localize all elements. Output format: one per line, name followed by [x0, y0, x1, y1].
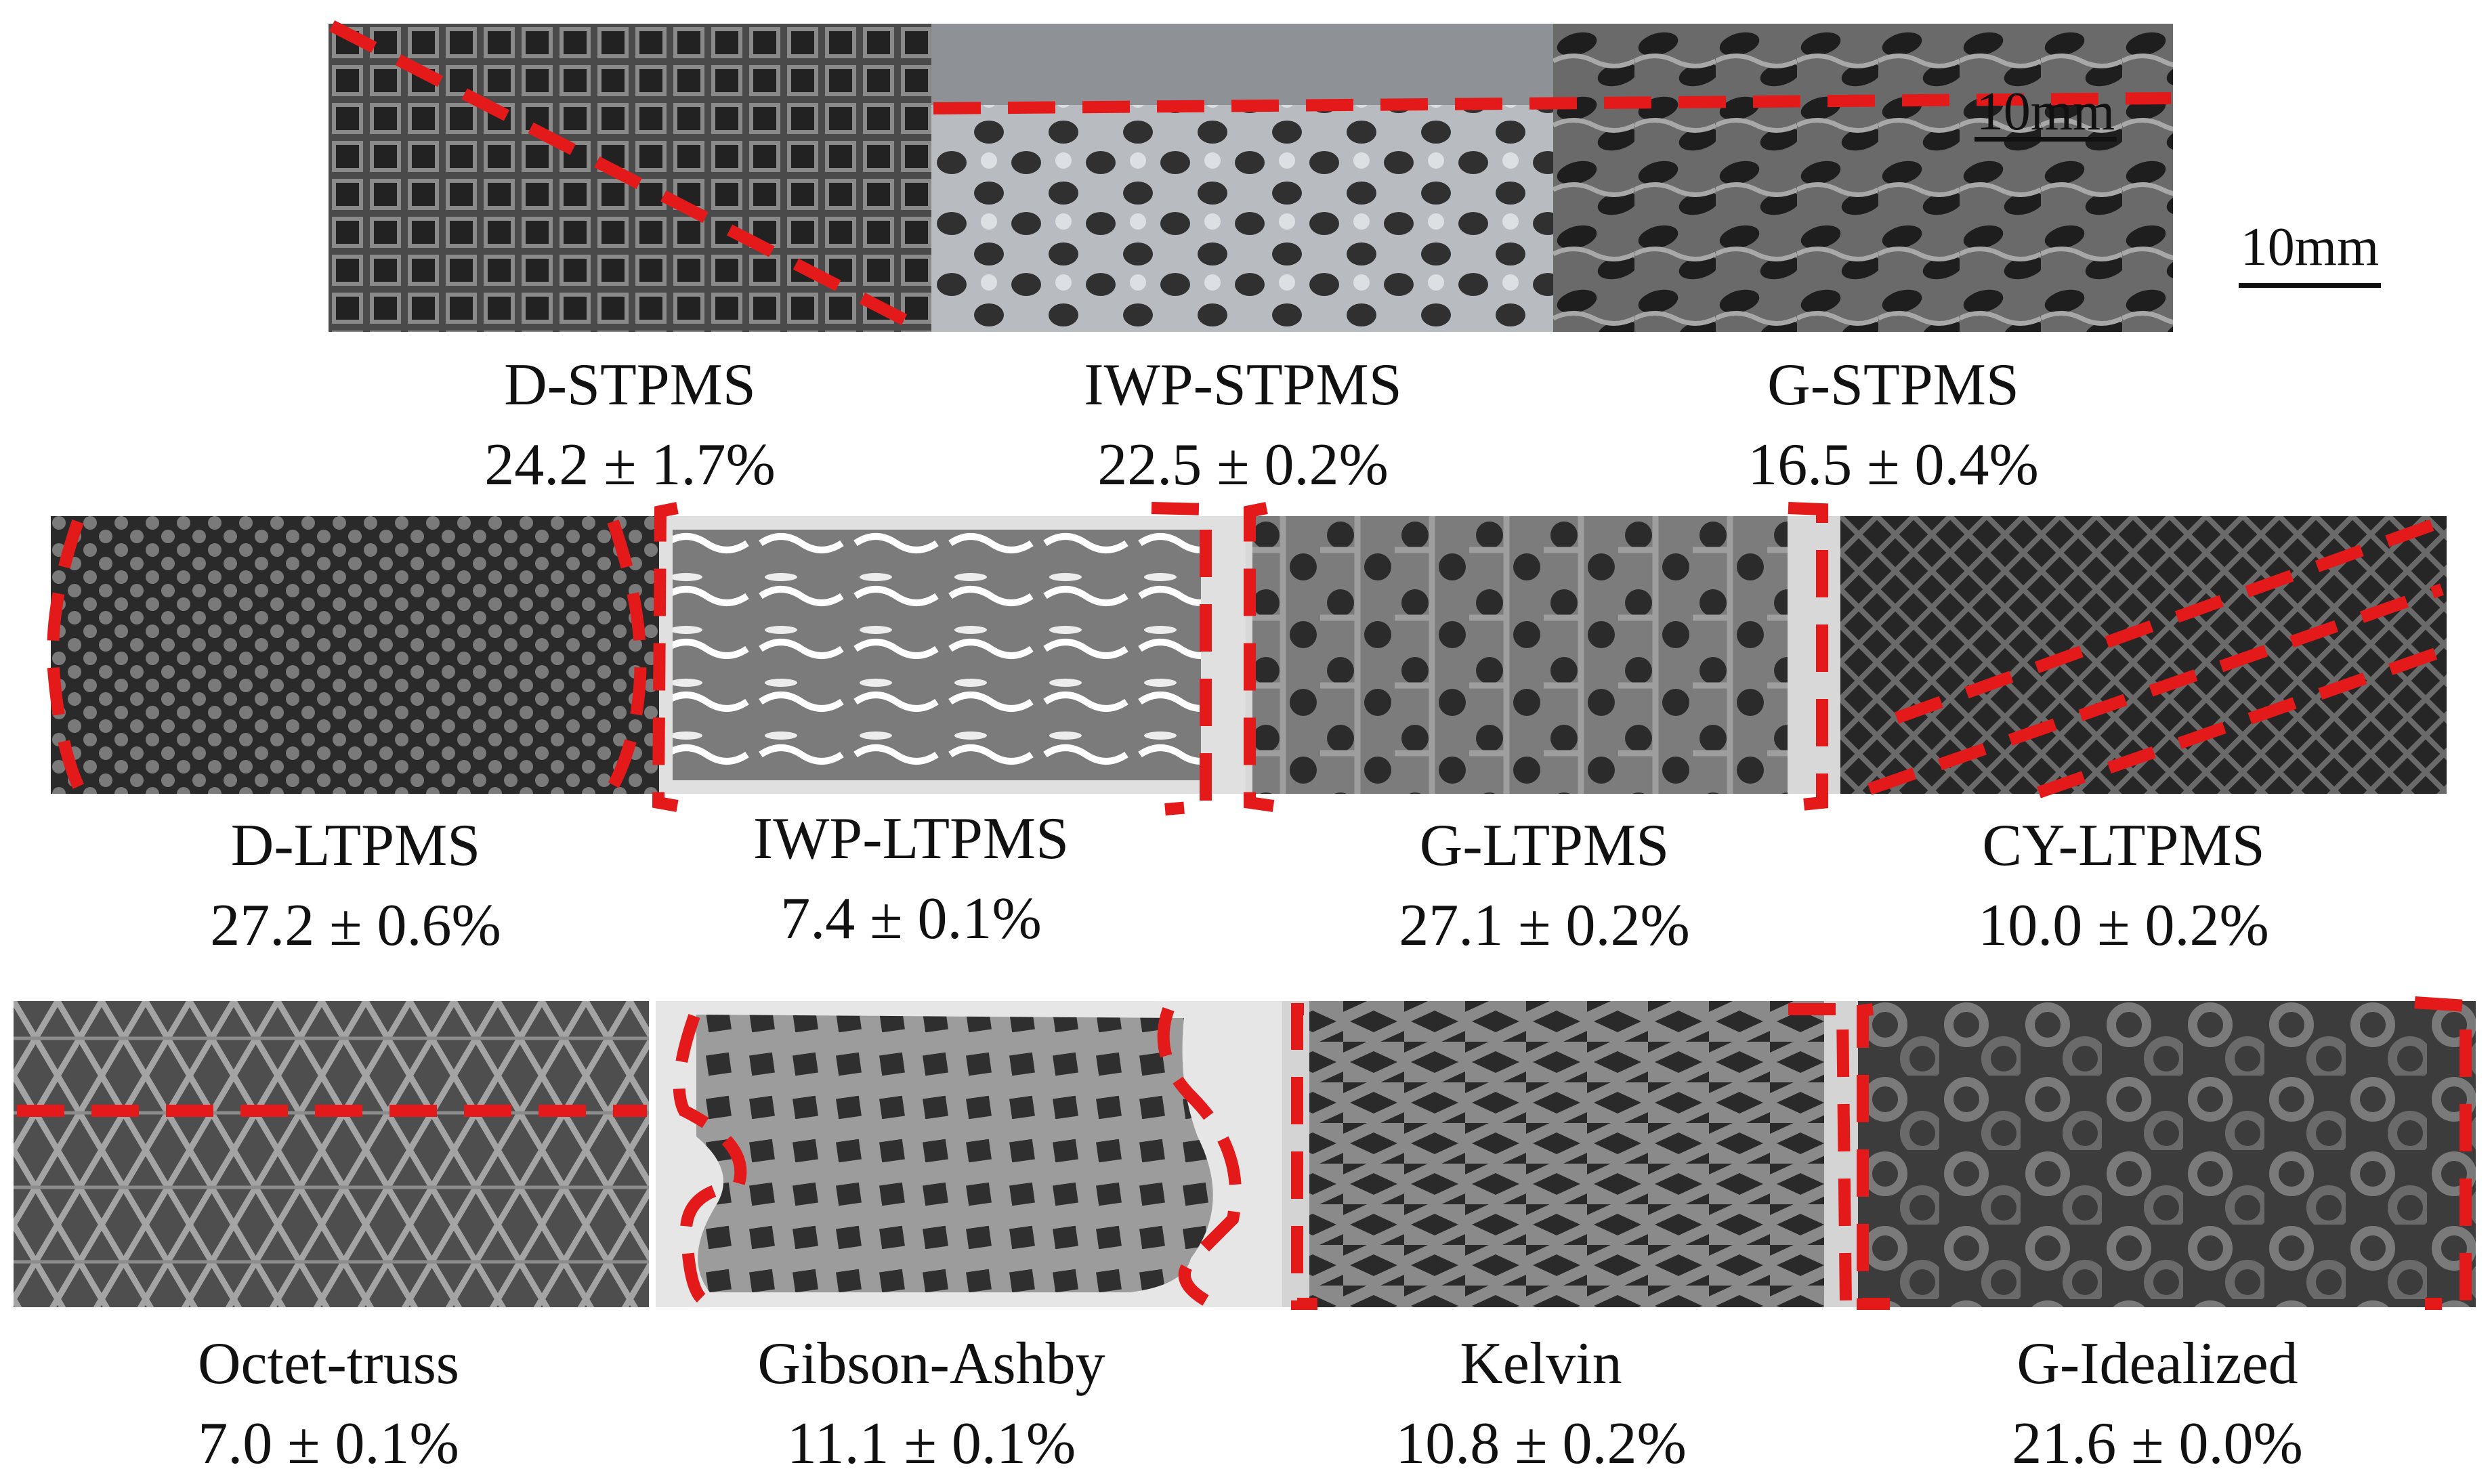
- caption-kelvin: Kelvin 10.8 ± 0.2%: [1253, 1324, 1829, 1484]
- caption-cy-ltpms: CY-LTPMS 10.0 ± 0.2%: [1836, 806, 2411, 966]
- specimen-photo-octet-truss: [14, 1001, 649, 1307]
- sample-name: Kelvin: [1460, 1331, 1622, 1397]
- caption-octet-truss: Octet-truss 7.0 ± 0.1%: [41, 1324, 616, 1484]
- specimen-photo-d-stpms: [329, 24, 931, 332]
- specimen-photo-kelvin: [1282, 1001, 1858, 1307]
- scale-bar-inset-line: [1974, 137, 2117, 142]
- sample-name: D-STPMS: [504, 352, 756, 418]
- sample-name: CY-LTPMS: [1982, 813, 2265, 878]
- scale-bar-main-label: 10mm: [2240, 217, 2380, 277]
- scale-bar-inset: 10mm: [1958, 81, 2134, 142]
- sample-name: IWP-LTPMS: [753, 806, 1070, 872]
- sample-name: IWP-STPMS: [1084, 352, 1402, 418]
- sample-value: 10.8 ± 0.2%: [1395, 1411, 1687, 1477]
- sample-name: Octet-truss: [197, 1331, 460, 1397]
- sample-value: 11.1 ± 0.1%: [786, 1411, 1076, 1477]
- sample-value: 7.4 ± 0.1%: [780, 886, 1042, 952]
- sample-value: 27.2 ± 0.6%: [210, 893, 501, 958]
- sample-value: 24.2 ± 1.7%: [484, 432, 776, 498]
- sample-value: 22.5 ± 0.2%: [1097, 432, 1389, 498]
- caption-gibson-ashby: Gibson-Ashby 11.1 ± 0.1%: [643, 1324, 1219, 1484]
- sample-name: G-Idealized: [2016, 1331, 2298, 1397]
- scale-bar-main-line: [2239, 283, 2381, 288]
- sample-value: 16.5 ± 0.4%: [1748, 432, 2039, 498]
- specimen-photo-cy-ltpms: [1840, 516, 2447, 794]
- specimen-photo-iwp-ltpms: [659, 516, 1246, 794]
- caption-iwp-stpms: IWP-STPMS 22.5 ± 0.2%: [942, 345, 1544, 505]
- sample-value: 7.0 ± 0.1%: [198, 1411, 459, 1477]
- caption-iwp-ltpms: IWP-LTPMS 7.4 ± 0.1%: [623, 799, 1199, 959]
- specimen-photo-g-idealized: [1858, 1001, 2476, 1307]
- caption-d-ltpms: D-LTPMS 27.2 ± 0.6%: [68, 806, 643, 966]
- specimen-photo-d-ltpms: [51, 516, 659, 794]
- sample-name: G-STPMS: [1767, 352, 2019, 418]
- sample-value: 10.0 ± 0.2%: [1978, 893, 2269, 958]
- specimen-photo-g-ltpms: [1246, 516, 1840, 794]
- scale-bar-inset-label: 10mm: [1976, 82, 2115, 142]
- sample-name: G-LTPMS: [1419, 813, 1670, 878]
- sample-value: 27.1 ± 0.2%: [1399, 893, 1690, 958]
- specimen-photo-iwp-stpms: [931, 24, 1553, 332]
- caption-d-stpms: D-STPMS 24.2 ± 1.7%: [342, 345, 918, 505]
- sample-value: 21.6 ± 0.0%: [2012, 1411, 2303, 1477]
- specimen-photo-gibson-ashby: [656, 1001, 1282, 1307]
- sample-name: D-LTPMS: [230, 813, 481, 878]
- caption-g-stpms: G-STPMS 16.5 ± 0.4%: [1605, 345, 2181, 505]
- caption-g-idealized: G-Idealized 21.6 ± 0.0%: [1870, 1324, 2445, 1484]
- sample-name: Gibson-Ashby: [757, 1331, 1105, 1397]
- caption-g-ltpms: G-LTPMS 27.1 ± 0.2%: [1256, 806, 1832, 966]
- specimen-photo-g-stpms: [1553, 24, 2173, 332]
- scale-bar-main: 10mm: [2222, 217, 2398, 288]
